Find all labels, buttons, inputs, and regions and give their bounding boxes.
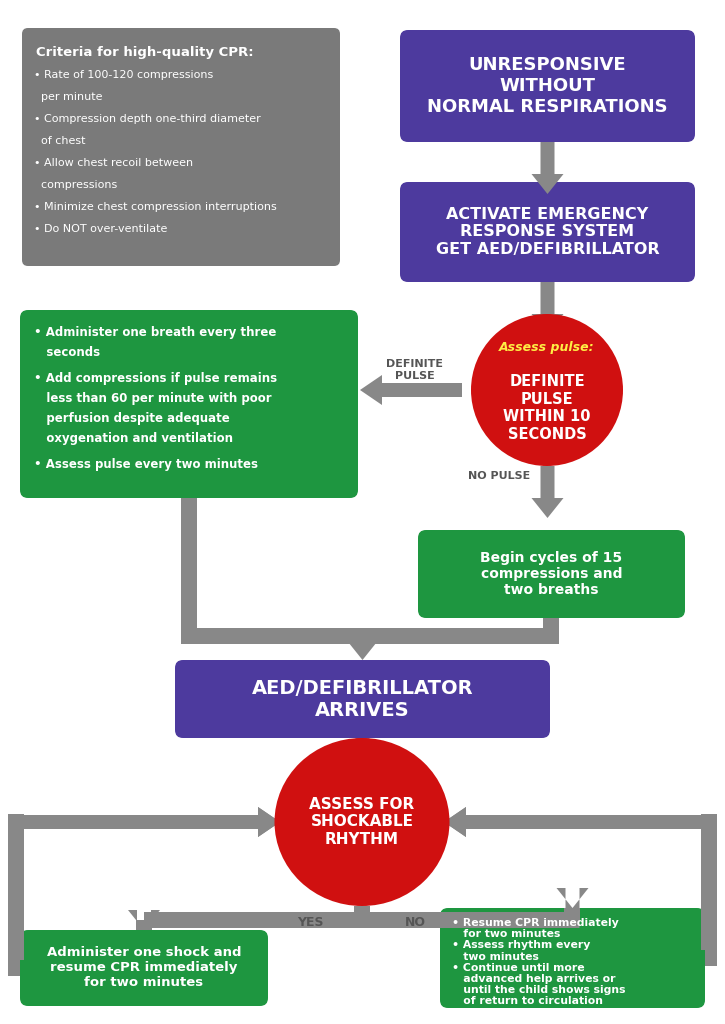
- Text: • Rate of 100-120 compressions: • Rate of 100-120 compressions: [34, 70, 213, 80]
- FancyBboxPatch shape: [400, 182, 695, 282]
- Bar: [362, 912, 573, 928]
- Polygon shape: [557, 888, 589, 928]
- FancyBboxPatch shape: [20, 930, 268, 1006]
- Polygon shape: [531, 466, 563, 518]
- Text: for two minutes: for two minutes: [452, 929, 560, 939]
- Bar: [565, 908, 581, 920]
- Polygon shape: [360, 375, 462, 406]
- Text: NO: NO: [405, 915, 426, 929]
- Polygon shape: [210, 807, 280, 837]
- FancyBboxPatch shape: [175, 660, 550, 738]
- Text: • Add compressions if pulse remains: • Add compressions if pulse remains: [34, 372, 277, 385]
- Text: Begin cycles of 15
compressions and
two breaths: Begin cycles of 15 compressions and two …: [481, 551, 623, 597]
- Polygon shape: [347, 636, 378, 660]
- Text: until the child shows signs: until the child shows signs: [452, 985, 626, 995]
- Text: seconds: seconds: [34, 346, 100, 359]
- Text: • Continue until more: • Continue until more: [452, 963, 584, 973]
- Ellipse shape: [471, 314, 623, 466]
- Bar: [8, 961, 20, 976]
- Text: Administer one shock and
resume CPR immediately
for two minutes: Administer one shock and resume CPR imme…: [46, 946, 241, 989]
- Text: • Administer one breath every three: • Administer one breath every three: [34, 326, 276, 339]
- Text: UNRESPONSIVE
WITHOUT
NORMAL RESPIRATIONS: UNRESPONSIVE WITHOUT NORMAL RESPIRATIONS: [427, 56, 668, 116]
- Text: • Assess pulse every two minutes: • Assess pulse every two minutes: [34, 458, 258, 471]
- Bar: [136, 920, 152, 930]
- Text: AED/DEFIBRILLATOR
ARRIVES: AED/DEFIBRILLATOR ARRIVES: [252, 679, 473, 720]
- Bar: [705, 950, 717, 966]
- Text: DEFINITE
PULSE: DEFINITE PULSE: [386, 359, 444, 381]
- FancyBboxPatch shape: [418, 530, 685, 618]
- Polygon shape: [444, 807, 701, 837]
- Text: advanced help arrives or: advanced help arrives or: [452, 974, 616, 984]
- Ellipse shape: [275, 738, 450, 906]
- Text: Assess pulse:: Assess pulse:: [500, 341, 594, 354]
- Text: • Compression depth one-third diameter: • Compression depth one-third diameter: [34, 114, 261, 124]
- Text: per minute: per minute: [34, 92, 102, 102]
- Text: ASSESS FOR
SHOCKABLE
RHYTHM: ASSESS FOR SHOCKABLE RHYTHM: [310, 797, 415, 847]
- Polygon shape: [444, 807, 515, 837]
- Bar: [701, 814, 717, 950]
- Polygon shape: [128, 910, 160, 930]
- Text: Criteria for high-quality CPR:: Criteria for high-quality CPR:: [36, 46, 254, 59]
- Text: compressions: compressions: [34, 180, 117, 190]
- Text: ACTIVATE EMERGENCY
RESPONSE SYSTEM
GET AED/DEFIBRILLATOR: ACTIVATE EMERGENCY RESPONSE SYSTEM GET A…: [436, 207, 659, 257]
- Bar: [354, 906, 370, 920]
- Text: perfusion despite adequate: perfusion despite adequate: [34, 412, 230, 425]
- Bar: [544, 618, 560, 636]
- Polygon shape: [531, 142, 563, 194]
- FancyBboxPatch shape: [400, 30, 695, 142]
- FancyBboxPatch shape: [22, 28, 340, 266]
- Text: • Assess rhythm every: • Assess rhythm every: [452, 940, 590, 950]
- Text: NO PULSE: NO PULSE: [468, 471, 530, 481]
- Bar: [8, 814, 24, 961]
- Polygon shape: [347, 738, 378, 790]
- Bar: [181, 628, 560, 644]
- Text: DEFINITE
PULSE
WITHIN 10
SECONDS: DEFINITE PULSE WITHIN 10 SECONDS: [503, 375, 591, 441]
- Text: • Resume CPR immediately: • Resume CPR immediately: [452, 918, 618, 928]
- Text: two minutes: two minutes: [452, 951, 539, 962]
- Polygon shape: [531, 282, 563, 334]
- FancyBboxPatch shape: [440, 908, 705, 1008]
- Bar: [144, 912, 362, 928]
- Text: oxygenation and ventilation: oxygenation and ventilation: [34, 432, 233, 445]
- FancyBboxPatch shape: [20, 310, 358, 498]
- Bar: [181, 498, 197, 636]
- Text: YES: YES: [297, 915, 323, 929]
- Text: • Do NOT over-ventilate: • Do NOT over-ventilate: [34, 224, 167, 234]
- Text: less than 60 per minute with poor: less than 60 per minute with poor: [34, 392, 272, 406]
- Text: of return to circulation: of return to circulation: [452, 996, 603, 1007]
- Text: • Minimize chest compression interruptions: • Minimize chest compression interruptio…: [34, 202, 277, 212]
- Text: • Allow chest recoil between: • Allow chest recoil between: [34, 158, 193, 168]
- Polygon shape: [24, 807, 280, 837]
- Text: of chest: of chest: [34, 136, 86, 146]
